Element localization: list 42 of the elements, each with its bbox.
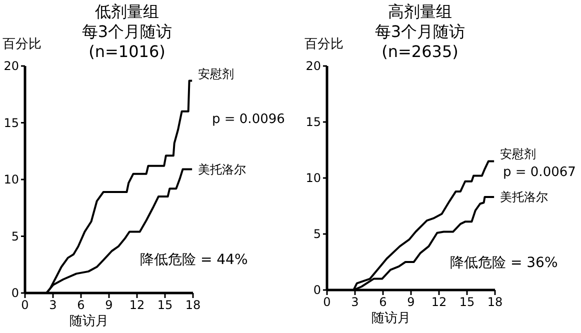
annotation: 降低危险 = 36% [450, 255, 558, 271]
xtick: 0 [323, 295, 331, 309]
annotation: p = 0.0096 [212, 112, 285, 127]
title: 高剂量组 [388, 2, 452, 21]
ytick: 10 [306, 171, 321, 185]
xtick: 6 [77, 298, 85, 312]
ytick: 20 [306, 59, 321, 73]
xtick: 18 [487, 295, 503, 309]
annotation: p = 0.0067 [503, 165, 576, 180]
xtick: 3 [351, 295, 359, 309]
ytick: 10 [4, 172, 19, 186]
ytick: 15 [4, 116, 19, 130]
ytick: 0 [313, 283, 321, 297]
ylabel: 百分比 [2, 37, 42, 52]
xtick: 0 [21, 298, 29, 312]
series-label: 安慰剂 [500, 147, 536, 162]
ylabel: 百分比 [304, 37, 344, 52]
xtick: 15 [459, 295, 475, 309]
series-label: 美托洛尔 [500, 190, 548, 204]
xtick: 15 [157, 298, 173, 312]
annotation: 降低危险 = 44% [140, 252, 248, 268]
subtitle: 每3个月随访 [82, 22, 172, 41]
xtick: 9 [407, 295, 415, 309]
xlabel: 随访月 [372, 311, 410, 326]
xtick: 9 [105, 298, 113, 312]
ytick: 5 [313, 227, 321, 241]
xtick: 3 [49, 298, 57, 312]
xtick: 18 [185, 298, 201, 312]
subtitle: (n=1016) [88, 42, 166, 61]
xtick: 12 [129, 298, 145, 312]
title: 低剂量组 [95, 2, 159, 21]
subtitle: 每3个月随访 [374, 22, 466, 41]
ytick: 0 [11, 286, 19, 300]
ytick: 5 [11, 229, 19, 244]
xtick: 12 [431, 295, 447, 309]
series-label: 美托洛尔 [198, 162, 246, 176]
xlabel: 随访月 [70, 314, 108, 329]
ytick: 20 [4, 59, 19, 73]
ytick: 15 [306, 115, 321, 129]
xtick: 6 [379, 295, 387, 309]
series-label: 安慰剂 [198, 66, 234, 81]
subtitle: (n=2635) [382, 42, 458, 61]
